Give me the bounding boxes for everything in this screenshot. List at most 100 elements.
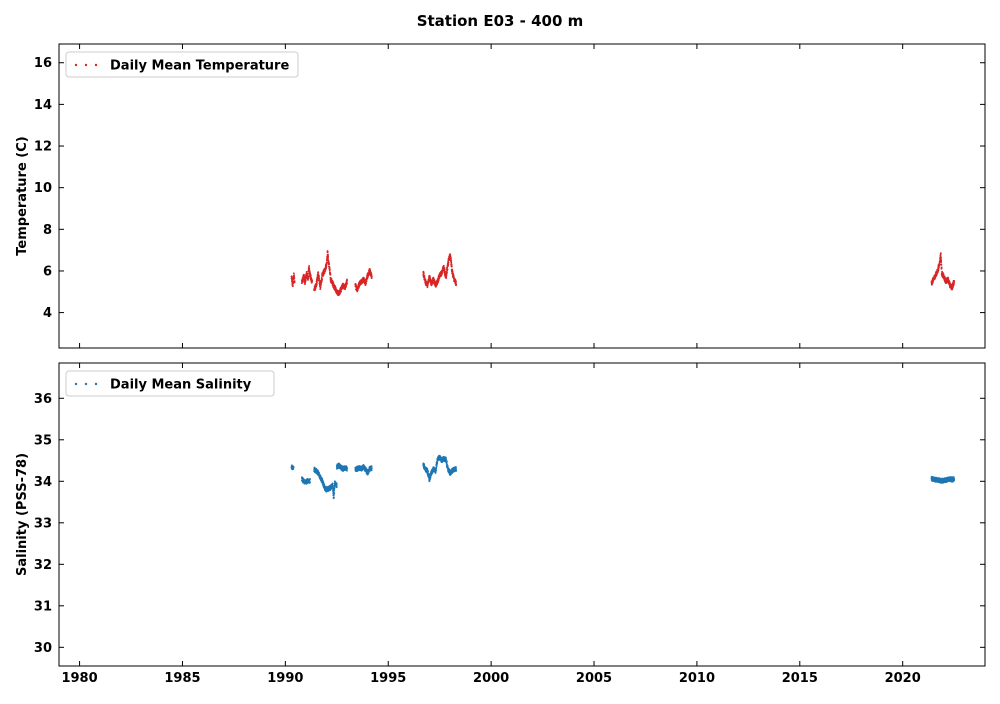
data-point (455, 280, 457, 283)
data-point (317, 271, 320, 274)
data-point (370, 467, 373, 470)
data-point (449, 255, 452, 257)
data-point (307, 279, 309, 281)
data-point (321, 278, 323, 281)
data-point (355, 284, 357, 286)
data-point (450, 265, 453, 268)
data-point (953, 282, 955, 284)
data-point (423, 463, 426, 466)
data-point (346, 469, 348, 472)
y-tick-label: 6 (43, 264, 52, 279)
data-point (309, 478, 311, 480)
y-axis-label: Salinity (PSS-78) (15, 453, 30, 576)
data-point (450, 259, 452, 262)
data-point (333, 491, 335, 493)
y-tick-label: 4 (43, 306, 52, 321)
legend-marker (94, 63, 98, 67)
legend-marker (94, 382, 98, 386)
x-tick-label: 2005 (576, 671, 612, 686)
data-point (308, 266, 310, 269)
data-point (315, 283, 318, 286)
y-tick-label: 36 (34, 392, 52, 407)
legend: Daily Mean Temperature (65, 51, 299, 78)
legend-marker (84, 63, 88, 67)
data-point (327, 255, 330, 258)
data-point (435, 465, 438, 467)
data-point (346, 283, 348, 285)
data-point (290, 275, 293, 278)
data-point (953, 479, 955, 482)
data-point (318, 277, 321, 280)
data-point (326, 261, 328, 264)
data-point (370, 275, 373, 278)
data-point (451, 268, 454, 271)
data-point (331, 484, 334, 487)
data-point (333, 487, 336, 490)
data-point (427, 470, 429, 473)
data-point (455, 283, 458, 286)
data-point (444, 270, 447, 273)
data-point (447, 261, 450, 264)
data-point (455, 469, 458, 472)
y-tick-label: 32 (34, 558, 52, 573)
data-point (346, 467, 348, 470)
data-point (365, 280, 368, 283)
data-point (309, 481, 311, 484)
data-point (327, 253, 329, 256)
data-point (318, 471, 320, 474)
data-point (426, 467, 429, 470)
data-point (293, 277, 296, 280)
data-point (340, 290, 342, 293)
series-daily-mean-salinity (290, 454, 955, 500)
y-tick-label: 30 (34, 641, 52, 656)
data-point (345, 465, 348, 468)
data-point (333, 489, 335, 492)
data-point (346, 279, 348, 282)
data-point (953, 283, 955, 286)
data-point (292, 285, 294, 288)
data-point (303, 274, 305, 276)
y-tick-label: 14 (34, 98, 52, 113)
legend: Daily Mean Salinity (65, 370, 275, 397)
data-point (335, 486, 338, 488)
data-point (940, 267, 943, 270)
data-point (339, 292, 341, 295)
data-point (332, 494, 335, 497)
legend-box (65, 51, 299, 78)
data-point (332, 282, 335, 284)
data-point (362, 276, 365, 279)
y-tick-label: 10 (34, 181, 52, 196)
data-point (435, 469, 437, 472)
x-tick-label: 1985 (164, 671, 200, 686)
data-point (319, 286, 322, 289)
data-point (333, 486, 336, 488)
data-point (293, 272, 295, 275)
data-point (423, 275, 426, 277)
data-point (323, 272, 326, 274)
data-point (328, 268, 331, 271)
data-point (328, 266, 331, 269)
data-point (325, 265, 328, 268)
data-point (326, 251, 329, 254)
x-tick-label: 2015 (782, 671, 818, 686)
data-point (327, 259, 330, 262)
data-point (442, 264, 445, 267)
y-tick-label: 33 (34, 516, 52, 531)
data-point (939, 252, 942, 255)
data-point (322, 273, 325, 276)
data-point (319, 288, 322, 290)
data-point (331, 482, 334, 485)
data-point (937, 269, 940, 271)
data-point (445, 456, 447, 459)
data-point (318, 279, 321, 282)
data-point (451, 270, 454, 273)
data-point (370, 465, 373, 468)
data-point (438, 277, 441, 279)
data-point (333, 492, 336, 495)
data-point (370, 274, 373, 276)
plot-frame (58, 362, 986, 667)
data-point (305, 271, 308, 273)
data-point (293, 274, 295, 276)
